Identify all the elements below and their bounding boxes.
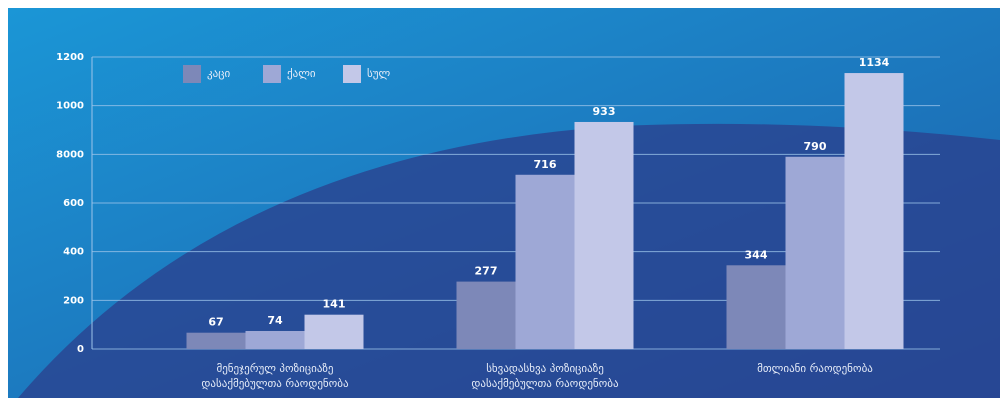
legend-swatch xyxy=(263,65,281,83)
y-tick-label: 0 xyxy=(77,344,84,355)
y-tick-label: 200 xyxy=(63,295,84,306)
x-tick-label: სხვადასხვა პოზიციაზე xyxy=(486,362,604,375)
y-tick-label: 8000 xyxy=(56,149,84,160)
bar xyxy=(304,314,364,349)
value-label: 141 xyxy=(323,298,346,311)
legend-label: ქალი xyxy=(287,67,316,80)
value-label: 933 xyxy=(593,105,616,118)
bar xyxy=(456,281,516,349)
value-label: 1134 xyxy=(859,56,890,69)
legend-swatch xyxy=(183,65,201,83)
x-tick-label: მთლიანი რაოდენობა xyxy=(757,362,873,375)
legend-swatch xyxy=(343,65,361,83)
x-tick-label: მენეჯერულ პოზიციაზე xyxy=(216,362,333,375)
value-label: 277 xyxy=(475,265,498,278)
value-label: 790 xyxy=(804,140,827,153)
y-tick-label: 1200 xyxy=(56,52,84,63)
bar xyxy=(515,174,575,349)
bar xyxy=(785,156,845,349)
y-tick-label: 600 xyxy=(63,198,84,209)
legend-label: სულ xyxy=(367,67,390,80)
x-tick-label: დასაქმებულთა რაოდენობა xyxy=(201,377,349,390)
value-label: 67 xyxy=(208,316,223,329)
x-tick-label: დასაქმებულთა რაოდენობა xyxy=(471,377,619,390)
y-tick-label: 400 xyxy=(63,247,84,258)
value-label: 344 xyxy=(745,248,768,261)
legend-label: კაცი xyxy=(207,67,230,80)
bar xyxy=(844,73,904,349)
bar xyxy=(574,121,634,349)
bar xyxy=(245,330,305,349)
bar xyxy=(726,265,786,349)
value-label: 74 xyxy=(267,314,283,327)
bar xyxy=(186,332,246,349)
y-tick-label: 1000 xyxy=(56,101,84,112)
value-label: 716 xyxy=(534,158,557,171)
